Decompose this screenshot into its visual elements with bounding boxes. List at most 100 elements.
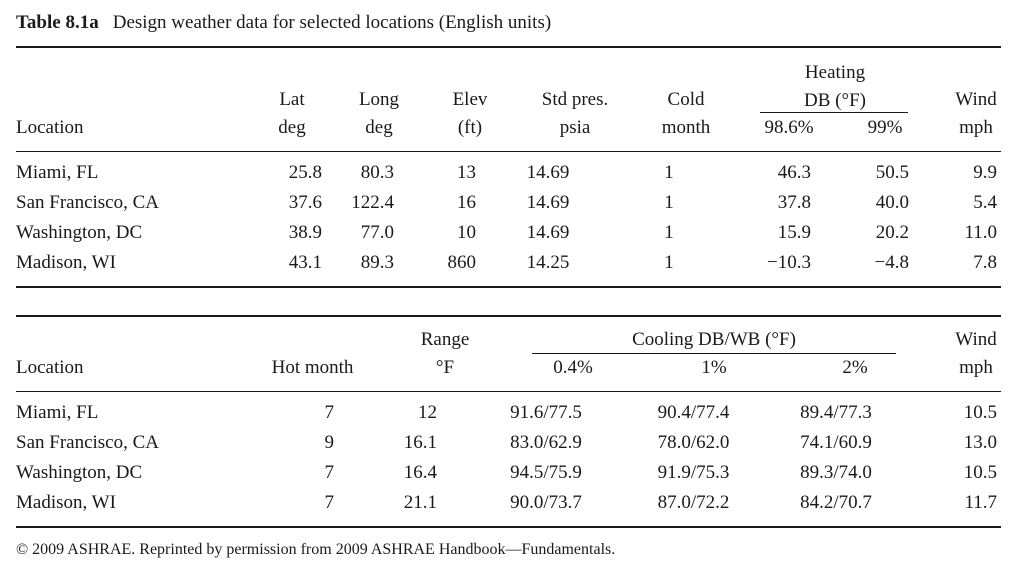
t2-cell-cooling-04: 94.5/75.9	[510, 462, 582, 483]
t2-cell-wind: 10.5	[963, 402, 997, 423]
t2-cell-cooling-2: 84.2/70.7	[800, 492, 872, 513]
t2-cell-cooling-1: 87.0/72.2	[657, 492, 730, 513]
t1-cell-long: 122.4	[351, 192, 394, 213]
t1-cell-long: 80.3	[360, 162, 394, 183]
t2-header-cooling-group: Cooling DB/WB (°F)	[632, 329, 796, 350]
t1-row: Washington, DC 38.9 77.0 10 14.69 1 15.9 20.2 11…	[16, 218, 1001, 248]
t1-cell-heating-99: 50.5	[875, 162, 909, 183]
t1-cell-location: Miami, FL	[16, 162, 99, 183]
t2-cell-range: 16.1	[403, 432, 437, 453]
t1-header-std-pres: Std pres. psia	[541, 89, 609, 138]
t1-cell-location: San Francisco, CA	[16, 192, 160, 213]
t1-cell-cold-month: 1	[664, 252, 674, 273]
t1-cell-heating-986: 37.8	[777, 192, 811, 213]
t1-header-elev: Elev (ft)	[452, 89, 488, 138]
t2-cell-hot-month: 7	[324, 462, 335, 483]
t1-cell-heating-99: 40.0	[875, 192, 909, 213]
t1-heating-span-rule	[760, 112, 908, 113]
t2-cell-cooling-1: 90.4/77.4	[657, 402, 730, 423]
t1-header-heating-986: 98.6%	[764, 117, 814, 138]
t1-cell-heating-99: −4.8	[874, 252, 909, 273]
t2-header-hot-month: Hot month	[271, 357, 354, 378]
t2-cell-cooling-2: 89.4/77.3	[800, 402, 872, 423]
t2-header-cooling-2: 2%	[842, 357, 868, 378]
t2-cell-cooling-2: 89.3/74.0	[800, 462, 872, 483]
t2-cell-location: Washington, DC	[16, 462, 143, 483]
t2-cooling-span-rule	[532, 353, 896, 354]
t1-cell-cold-month: 1	[664, 162, 674, 183]
table1-top-rule	[16, 46, 1001, 48]
t1-cell-heating-99: 20.2	[875, 222, 909, 243]
t1-cell-cold-month: 1	[664, 192, 674, 213]
table2-header-rule	[16, 391, 1001, 392]
t2-cell-wind: 11.7	[964, 492, 997, 513]
t2-cell-hot-month: 7	[324, 492, 335, 513]
t2-row: Madison, WI 7 21.1 90.0/73.7 87.0/72.2 84.2/7…	[16, 488, 1001, 518]
t2-cell-cooling-2: 74.1/60.9	[800, 432, 872, 453]
t2-cell-cooling-04: 83.0/62.9	[510, 432, 582, 453]
t1-cell-wind: 5.4	[973, 192, 997, 213]
t1-cell-elev: 16	[457, 192, 476, 213]
t1-row: San Francisco, CA 37.6 122.4 16 14.69 1 37.8 40…	[16, 188, 1001, 218]
t2-cell-cooling-04: 90.0/73.7	[510, 492, 582, 513]
t1-cell-std-pres: 14.69	[526, 192, 570, 213]
table2-body: Miami, FL 7 12 91.6/77.5 90.4/77.4 89.4/77.3 1…	[16, 398, 1001, 518]
t1-cell-lat: 37.6	[288, 192, 322, 213]
t2-header-wind: Wind mph	[955, 329, 997, 378]
t1-cell-std-pres: 14.69	[526, 222, 570, 243]
table1-header-rule	[16, 151, 1001, 152]
t1-cell-lat: 38.9	[288, 222, 322, 243]
t1-cell-location: Washington, DC	[16, 222, 143, 243]
t2-cell-hot-month: 9	[324, 432, 335, 453]
t2-row: Washington, DC 7 16.4 94.5/75.9 91.9/75.3 89.…	[16, 458, 1001, 488]
t2-cell-cooling-1: 78.0/62.0	[657, 432, 730, 453]
table-number: Table 8.1a	[16, 12, 99, 33]
t2-cell-wind: 13.0	[963, 432, 997, 453]
t1-header-heating-99: 99%	[867, 117, 903, 138]
t1-cell-std-pres: 14.25	[526, 252, 570, 273]
t1-header-wind: Wind mph	[955, 89, 997, 138]
t1-cell-elev: 13	[457, 162, 476, 183]
copyright-footnote: © 2009 ASHRAE. Reprinted by permission f…	[16, 541, 616, 558]
t2-cell-location: Madison, WI	[16, 492, 116, 513]
t2-cell-wind: 10.5	[963, 462, 997, 483]
table2-bottom-rule	[16, 526, 1001, 528]
t1-header-long: Long deg	[358, 89, 400, 138]
t1-cell-wind: 9.9	[973, 162, 997, 183]
table1-bottom-rule	[16, 286, 1001, 288]
t2-header-location: Location	[16, 357, 84, 378]
t1-cell-wind: 7.8	[973, 252, 997, 273]
t1-cell-lat: 25.8	[288, 162, 322, 183]
t1-cell-long: 89.3	[360, 252, 394, 273]
t2-header-cooling-04: 0.4%	[553, 357, 593, 378]
t1-row: Madison, WI 43.1 89.3 860 14.25 1 −10.3 −4.8 7.8	[16, 248, 1001, 278]
t1-cell-elev: 860	[447, 252, 477, 273]
t1-header-lat: Lat deg	[278, 89, 306, 138]
table1-body: Miami, FL 25.8 80.3 13 14.69 1 46.3 50.5 9.9 San …	[16, 158, 1001, 278]
table-caption: Table 8.1a Design weather data for select…	[16, 12, 551, 34]
t1-header-heating-group: Heating DB (°F)	[804, 62, 866, 111]
t2-row: Miami, FL 7 12 91.6/77.5 90.4/77.4 89.4/77.3 1…	[16, 398, 1001, 428]
t1-cell-heating-986: 15.9	[777, 222, 811, 243]
t1-header-cold-month: Cold month	[661, 89, 711, 138]
t1-cell-elev: 10	[457, 222, 476, 243]
table2-top-rule	[16, 315, 1001, 317]
t2-cell-range: 16.4	[403, 462, 437, 483]
t1-cell-location: Madison, WI	[16, 252, 116, 273]
t1-cell-std-pres: 14.69	[526, 162, 570, 183]
t2-cell-cooling-1: 91.9/75.3	[657, 462, 730, 483]
t1-row: Miami, FL 25.8 80.3 13 14.69 1 46.3 50.5 9.9	[16, 158, 1001, 188]
t1-cell-wind: 11.0	[964, 222, 997, 243]
t2-cell-range: 21.1	[403, 492, 437, 513]
t2-header-cooling-1: 1%	[701, 357, 727, 378]
table-title: Design weather data for selected locatio…	[112, 12, 552, 33]
t2-cell-range: 12	[418, 402, 437, 423]
t2-row: San Francisco, CA 9 16.1 83.0/62.9 78.0/62.0…	[16, 428, 1001, 458]
t2-cell-hot-month: 7	[324, 402, 335, 423]
t1-cell-heating-986: 46.3	[777, 162, 811, 183]
t1-header-location: Location	[16, 117, 84, 138]
t2-header-range: Range °F	[420, 329, 470, 378]
t2-cell-location: Miami, FL	[16, 402, 99, 423]
t1-cell-heating-986: −10.3	[767, 252, 811, 273]
t2-cell-location: San Francisco, CA	[16, 432, 160, 453]
